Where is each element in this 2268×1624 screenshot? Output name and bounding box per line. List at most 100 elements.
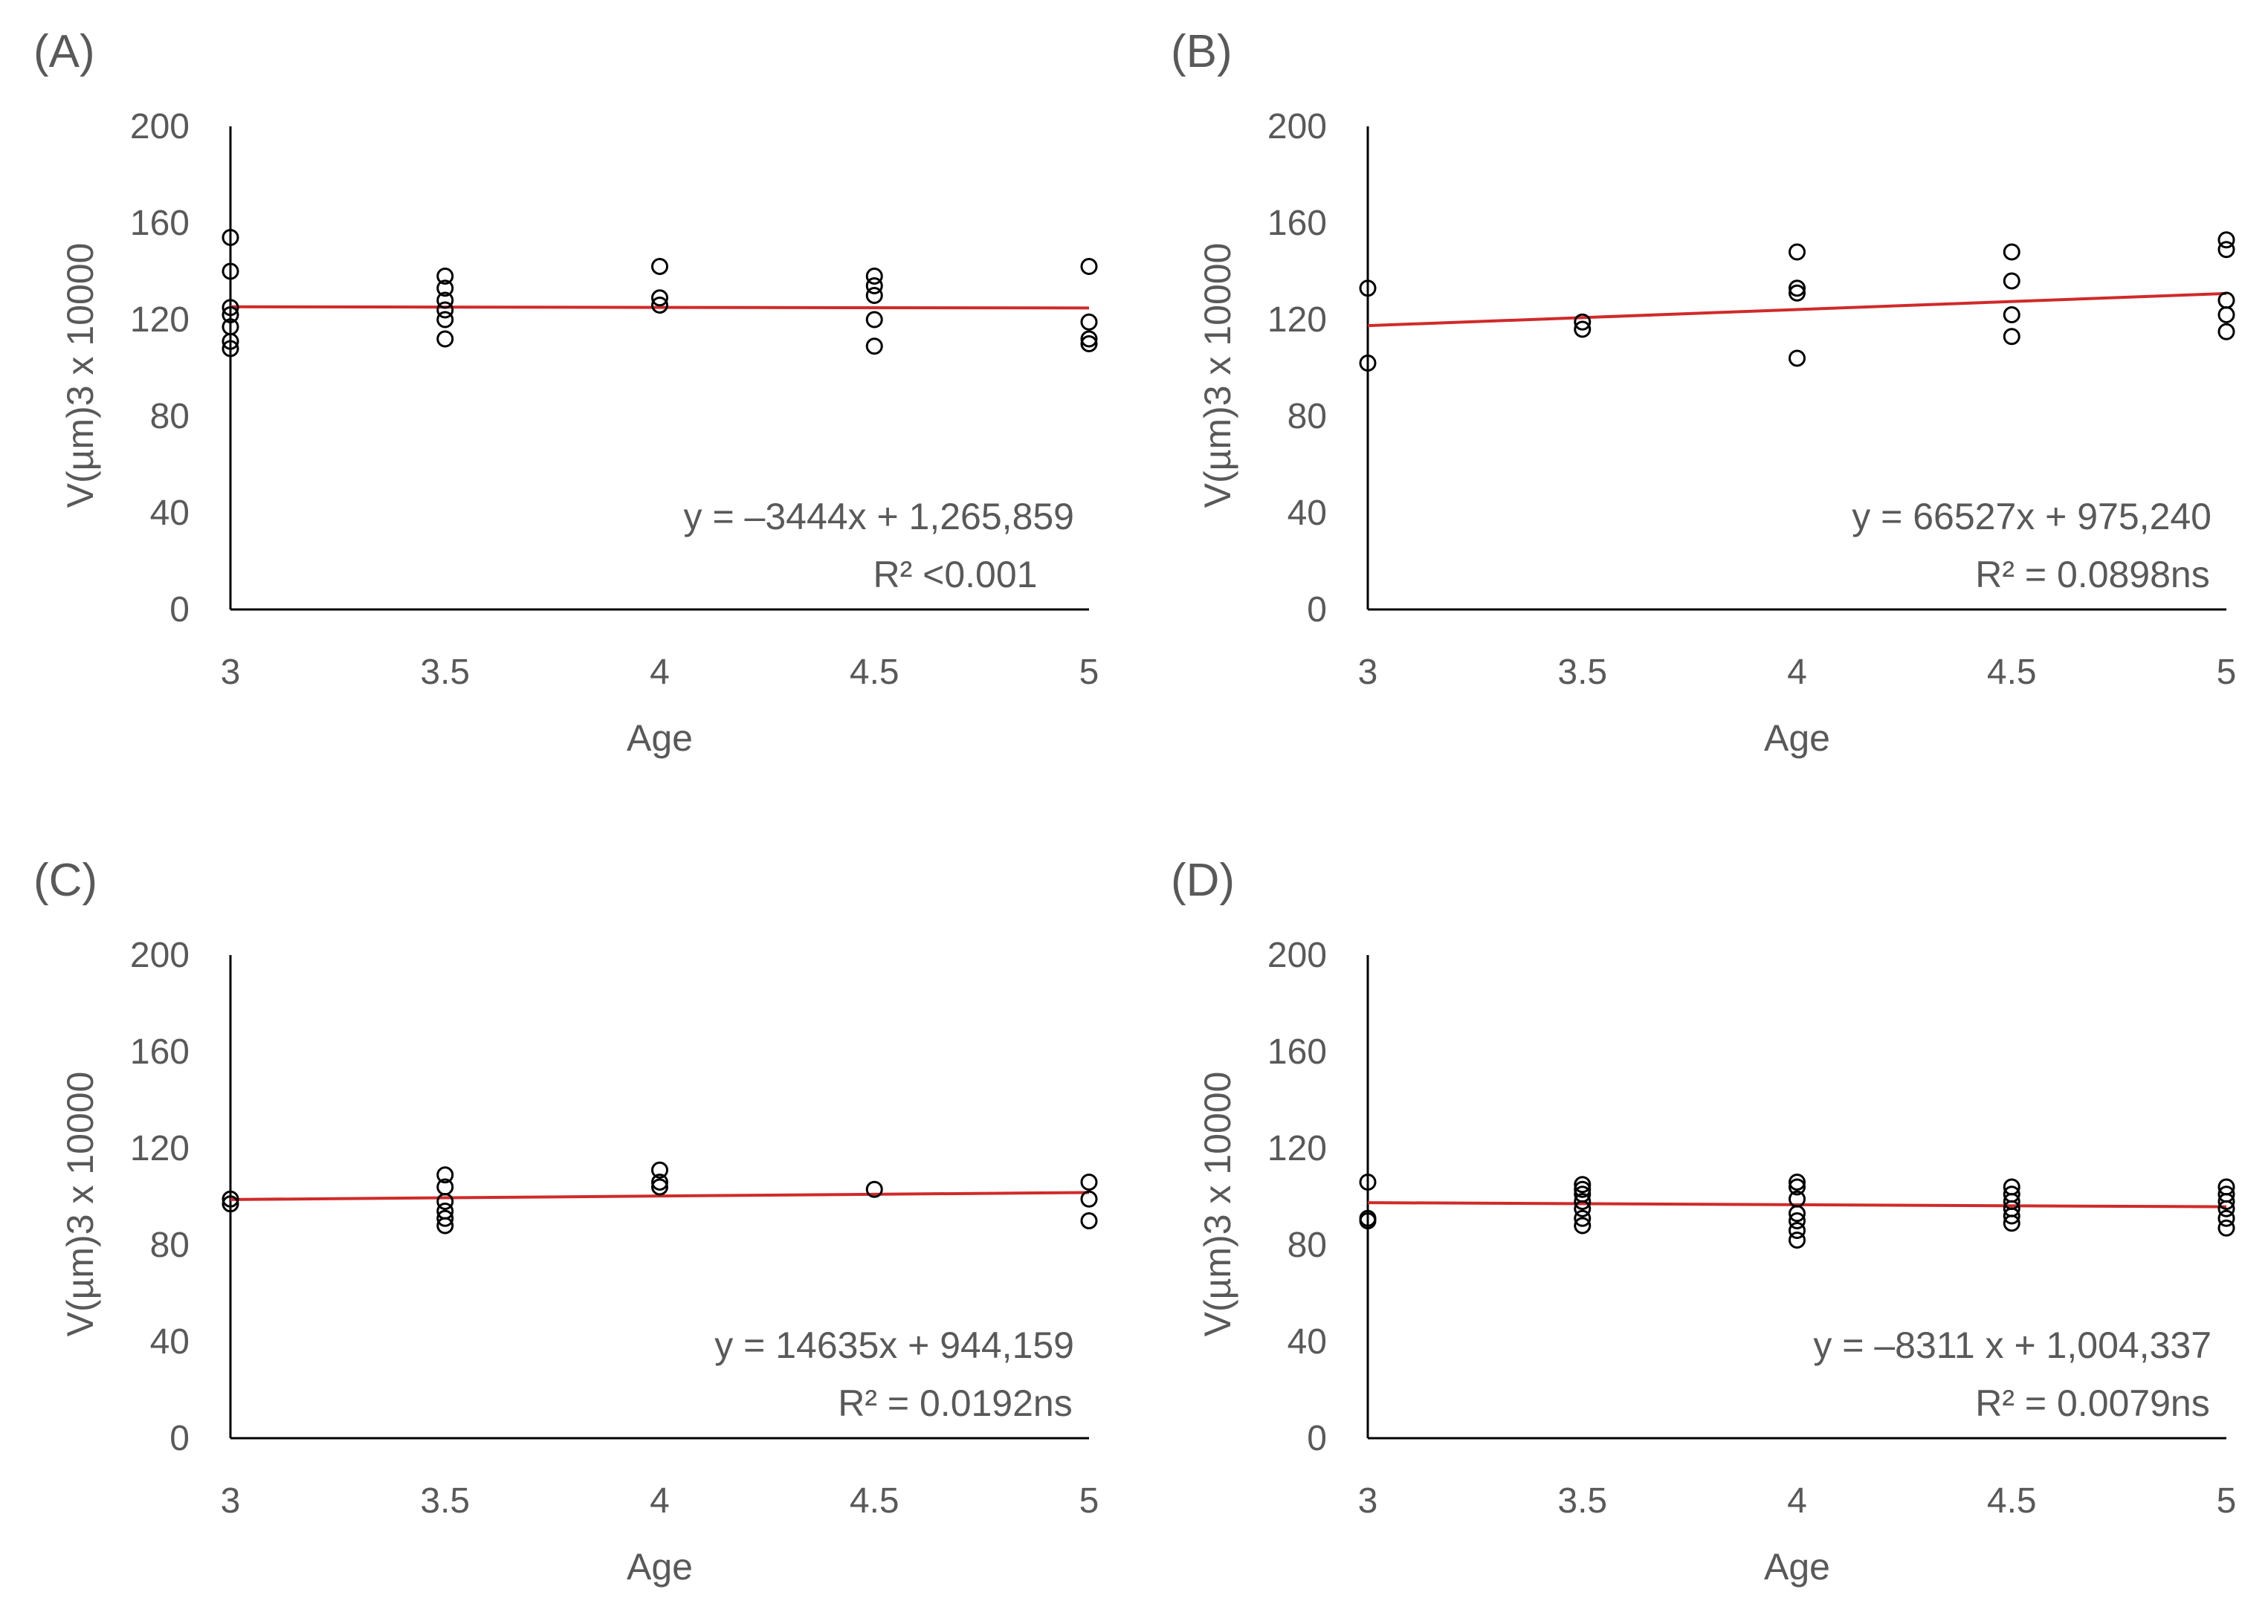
data-point (2217, 291, 2235, 309)
regression-equation: y = –8311 x + 1,004,337 (1813, 1324, 2212, 1366)
y-tick-label: 80 (1288, 397, 1327, 436)
data-point (1080, 330, 1098, 348)
data-point (651, 1174, 668, 1191)
data-point (651, 258, 668, 275)
data-point (222, 340, 239, 358)
data-point (651, 297, 668, 314)
data-point (2003, 1214, 2020, 1232)
y-tick-label: 0 (169, 1419, 190, 1458)
x-tick-label: 3 (221, 1481, 241, 1521)
data-point (2003, 328, 2020, 346)
r-squared-label: R² = 0.0898ns (1975, 554, 2209, 595)
y-tick-label: 40 (1288, 494, 1327, 533)
y-tick-label: 80 (150, 397, 190, 436)
y-tick-label: 160 (1267, 204, 1327, 243)
y-axis-title: V(µm)3 x 10000 (59, 243, 101, 508)
data-point (2217, 1193, 2235, 1210)
data-point (1789, 284, 1806, 302)
scatter-plot-c: (C) 0 40 80 120 160 200 3 3.5 4 4.5 5 Age V(µm)3 x 10… (33, 855, 1099, 1588)
x-tick-label: 5 (2217, 1481, 2237, 1521)
y-axis-title: V(µm)3 x 10000 (1197, 1072, 1238, 1337)
data-point (865, 1180, 883, 1198)
data-point (1359, 355, 1377, 372)
y-tick-label: 160 (130, 1032, 190, 1072)
x-tick-label: 4.5 (1987, 1481, 2037, 1521)
x-tick-label: 4.5 (850, 653, 899, 692)
data-point (2003, 306, 2020, 323)
data-point (436, 1166, 454, 1184)
x-tick-label: 4 (650, 653, 670, 692)
data-point (1080, 313, 1098, 331)
data-point (222, 1195, 239, 1213)
data-point (1789, 1174, 1806, 1191)
data-point (436, 291, 454, 309)
data-point (222, 306, 239, 323)
data-point (1789, 279, 1806, 297)
r-squared-label: R² = 0.0079ns (1975, 1382, 2209, 1424)
y-tick-label: 0 (1307, 1419, 1327, 1458)
data-point (436, 279, 454, 297)
trendline (230, 305, 1090, 310)
data-point (2217, 1200, 2235, 1217)
data-point (1574, 1176, 1592, 1194)
panel-label: (D) (1171, 855, 1235, 906)
y-tick-label: 40 (150, 494, 190, 533)
data-point (222, 332, 239, 350)
trendline (1367, 291, 2227, 328)
x-axis-title: Age (1764, 1546, 1830, 1588)
x-tick-label: 3.5 (1557, 1481, 1607, 1521)
data-point (2217, 306, 2235, 323)
data-point (1789, 1232, 1806, 1249)
scatter-plot-d: (D) 0 40 80 120 160 200 3 3.5 4 4.5 5 Age V(µm)3 x 10… (1171, 855, 2237, 1588)
x-tick-label: 3.5 (1557, 653, 1607, 692)
data-point (1080, 1174, 1098, 1191)
data-point (1080, 1212, 1098, 1229)
trendline (230, 1191, 1090, 1201)
data-point (2217, 323, 2235, 340)
data-point (436, 1209, 454, 1227)
data-point (1359, 1212, 1377, 1229)
y-axis-title: V(µm)3 x 10000 (1197, 243, 1238, 508)
x-axis-title: Age (627, 1546, 693, 1588)
data-point (2217, 1209, 2235, 1227)
data-point (1574, 1217, 1592, 1235)
data-point (1574, 313, 1592, 331)
chart-panel-a: (A) 0 40 80 120 160 200 3 3.5 4 4.5 5 Age V(µm)3 x 10… (22, 15, 1137, 795)
y-tick-label: 120 (1267, 1129, 1327, 1168)
data-point (1574, 1200, 1592, 1217)
panel-label: (A) (33, 26, 95, 77)
y-tick-label: 40 (150, 1322, 190, 1362)
y-tick-label: 200 (1267, 107, 1327, 146)
x-axis-title: Age (1764, 717, 1830, 759)
x-tick-label: 3 (1358, 1481, 1378, 1521)
x-tick-label: 5 (1079, 1481, 1099, 1521)
regression-equation: y = 14635x + 944,159 (714, 1324, 1074, 1366)
data-point (865, 277, 883, 294)
x-tick-label: 4.5 (1987, 653, 2037, 692)
y-tick-label: 120 (1267, 300, 1327, 340)
data-point (865, 268, 883, 285)
data-point (222, 1190, 239, 1208)
data-point (436, 268, 454, 285)
r-squared-label: R² <0.001 (873, 554, 1038, 595)
data-point (1789, 1205, 1806, 1223)
data-point (651, 1178, 668, 1196)
x-tick-label: 3.5 (420, 1481, 470, 1521)
data-point (436, 330, 454, 348)
data-point (436, 1193, 454, 1210)
y-tick-label: 120 (130, 1129, 190, 1168)
y-tick-label: 200 (130, 107, 190, 146)
data-point (2003, 1207, 2020, 1225)
data-point (1574, 1180, 1592, 1198)
y-tick-label: 0 (169, 590, 190, 630)
data-point (1789, 349, 1806, 367)
y-tick-label: 80 (150, 1226, 190, 1265)
data-point (1789, 1222, 1806, 1239)
scatter-plot-b: (B) 0 40 80 120 160 200 3 3.5 4 4.5 5 Age V(µm)3 x 10… (1171, 26, 2236, 759)
y-tick-label: 40 (1288, 1322, 1327, 1362)
data-point (651, 1161, 668, 1179)
data-point (1080, 335, 1098, 352)
x-tick-label: 3.5 (420, 653, 470, 692)
x-tick-label: 3 (1358, 653, 1378, 692)
data-point (2003, 272, 2020, 290)
